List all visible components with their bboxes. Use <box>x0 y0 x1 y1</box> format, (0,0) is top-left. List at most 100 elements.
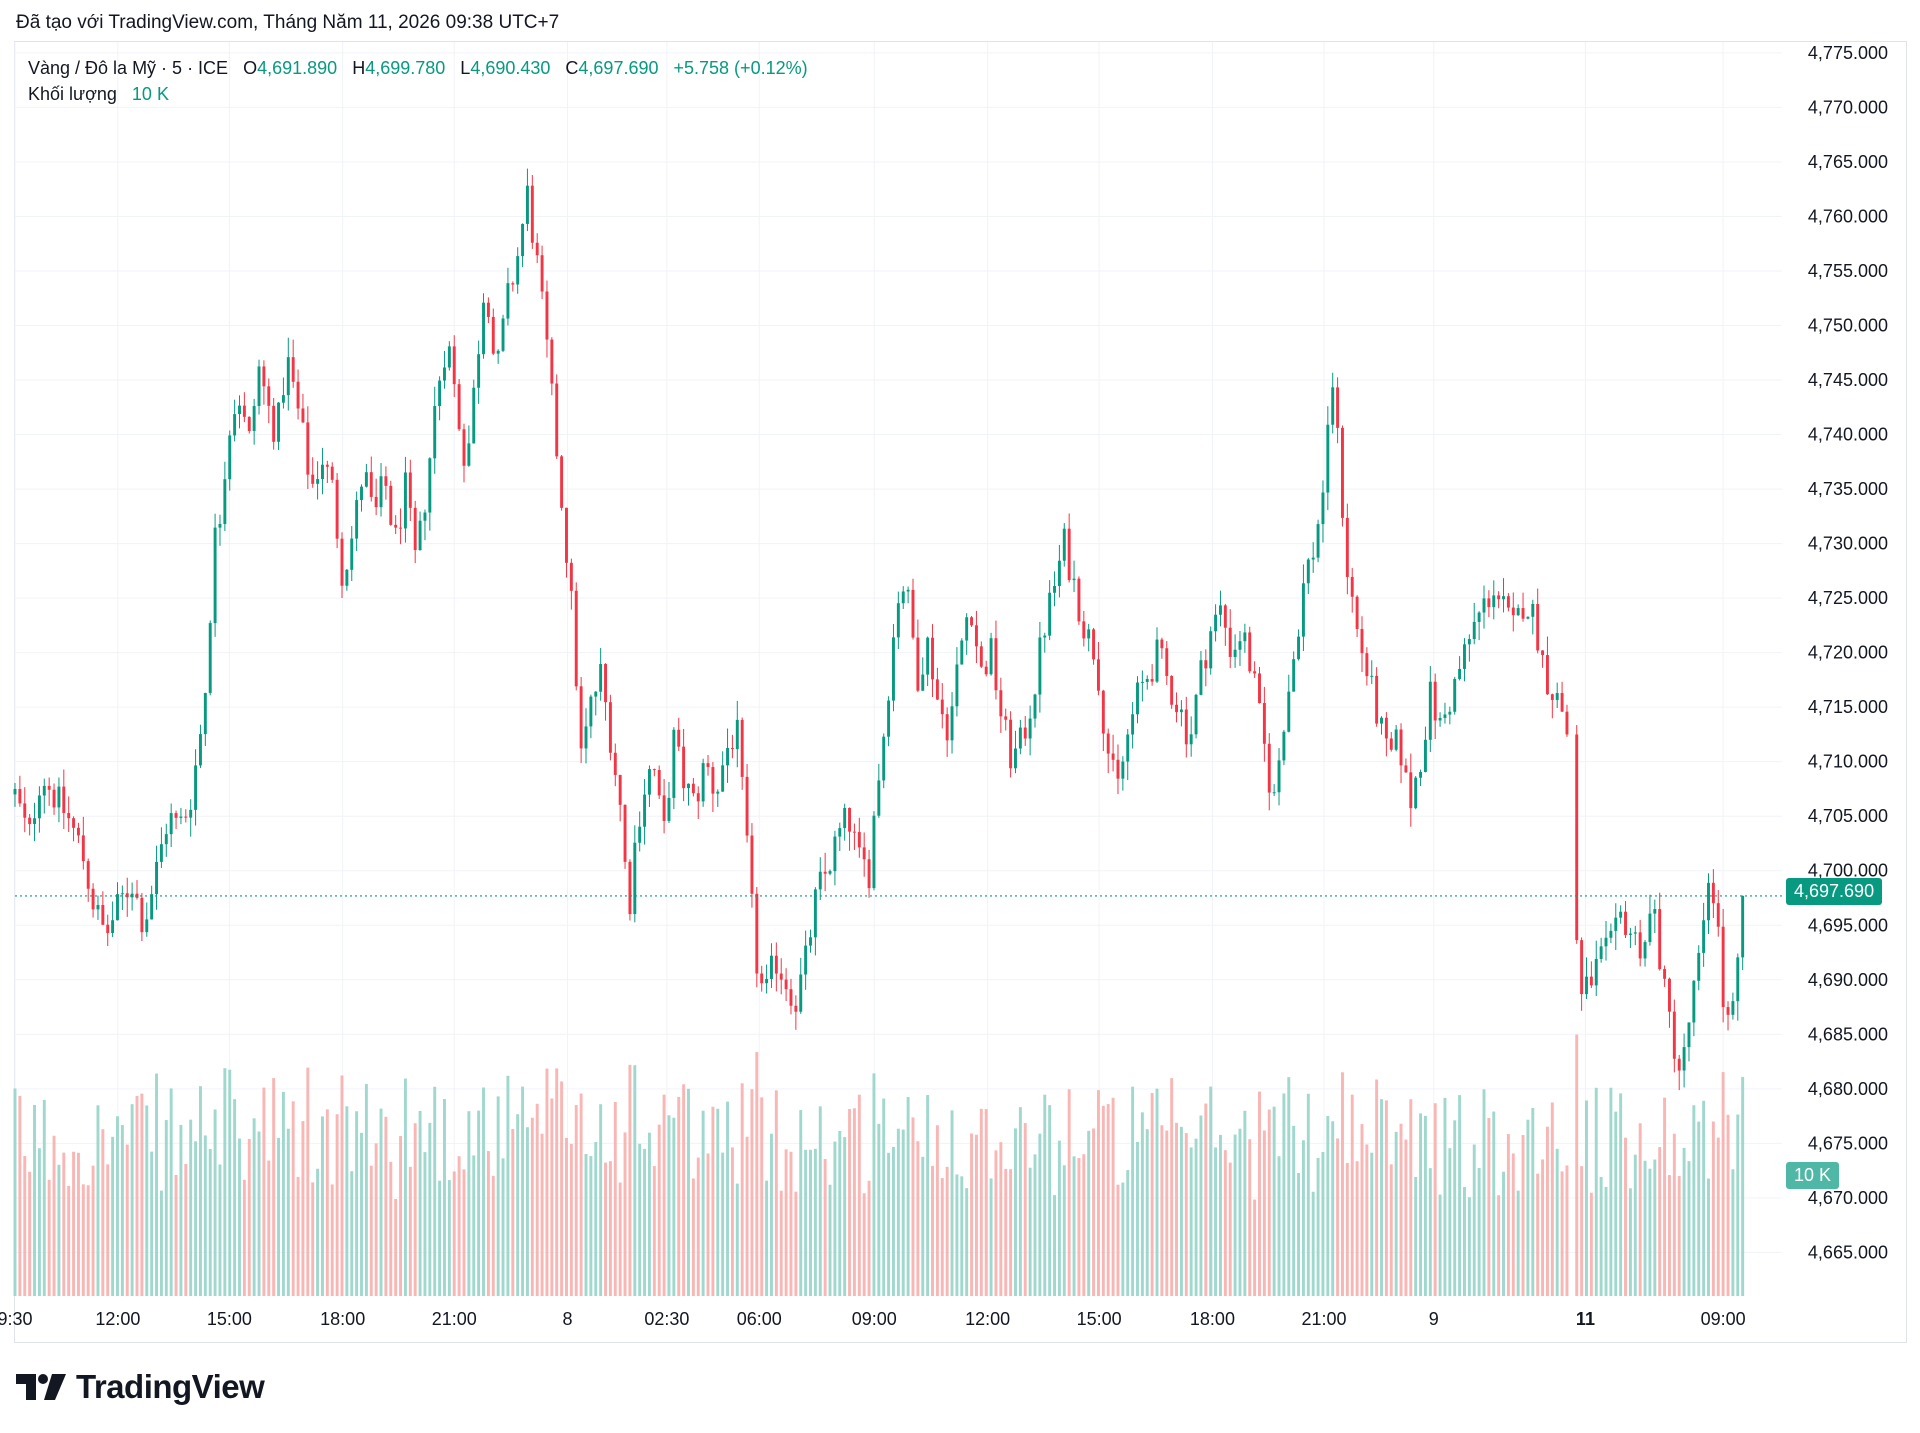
candle-body <box>267 386 271 406</box>
volume-bar <box>1023 1123 1027 1296</box>
volume-bar <box>696 1157 700 1296</box>
volume-bar <box>882 1098 886 1296</box>
volume-bar <box>1341 1072 1344 1296</box>
time-tick-label: 9:30 <box>0 1309 33 1329</box>
candle-body <box>711 767 715 794</box>
volume-bar <box>379 1108 383 1296</box>
candle-body <box>999 690 1003 717</box>
volume-bar <box>1292 1125 1296 1296</box>
time-tick-label: 18:00 <box>1190 1309 1235 1329</box>
volume-bar <box>823 1159 827 1296</box>
candle-body <box>1545 655 1549 695</box>
volume-bar <box>779 1190 783 1296</box>
volume-bar <box>1253 1199 1257 1296</box>
candle-body <box>1018 727 1022 749</box>
candle-body <box>413 507 417 551</box>
volume-bar <box>1121 1182 1125 1296</box>
legend-volume-label[interactable]: Khối lượng <box>28 84 117 104</box>
volume-bar <box>535 1103 539 1296</box>
price-tick-label: 4,745.000 <box>1808 370 1888 390</box>
tradingview-logo[interactable]: TradingView <box>16 1368 265 1406</box>
candle-body <box>1619 911 1623 918</box>
candle-body <box>1550 694 1554 700</box>
volume-bar <box>1521 1135 1525 1296</box>
volume-bar <box>1541 1159 1545 1296</box>
candle-body <box>1414 777 1418 809</box>
volume-bar <box>1175 1122 1178 1296</box>
candle-body <box>1258 673 1261 704</box>
legend-symbol[interactable]: Vàng / Đô la Mỹ · 5 · ICE <box>28 58 229 78</box>
volume-bar <box>1057 1140 1061 1296</box>
volume-bar <box>1633 1154 1637 1296</box>
volume-bar <box>579 1093 583 1296</box>
candle-body <box>833 836 837 872</box>
volume-bar <box>1589 1192 1593 1296</box>
volume-bar <box>750 1089 754 1296</box>
volume-bar <box>613 1101 617 1296</box>
candle-body <box>238 405 241 415</box>
volume-bar <box>1140 1112 1144 1296</box>
volume-bar <box>1004 1168 1008 1296</box>
candle-body <box>726 747 730 766</box>
volume-bar <box>179 1124 183 1296</box>
volume-tag: 10 K <box>1786 1162 1840 1189</box>
volume-bar <box>506 1075 510 1296</box>
candle-body <box>1199 660 1203 695</box>
volume-bar <box>296 1176 300 1296</box>
volume-bar <box>472 1155 476 1296</box>
candle-body <box>1428 681 1432 740</box>
candle-body <box>1521 608 1525 619</box>
candle-body <box>67 812 71 819</box>
candle-body <box>364 472 368 487</box>
volume-bar <box>374 1143 378 1296</box>
candle-body <box>1189 734 1193 745</box>
candle-body <box>823 871 827 874</box>
volume-bar <box>706 1153 710 1296</box>
candle-body <box>1697 952 1701 981</box>
candle-body <box>179 816 183 818</box>
price-tick-label: 4,710.000 <box>1808 752 1888 772</box>
volume-bar <box>1545 1126 1549 1296</box>
candle-body <box>1331 387 1335 425</box>
candle-body <box>765 978 769 984</box>
candle-body <box>1677 1058 1681 1071</box>
candle-body <box>13 788 17 795</box>
price-tick-label: 4,760.000 <box>1808 206 1888 226</box>
volume-bar <box>443 1099 446 1296</box>
candle-body <box>1487 598 1491 608</box>
candle-body <box>794 1005 798 1012</box>
candle-body <box>1448 711 1452 715</box>
volume-bar <box>1419 1113 1423 1296</box>
volume-bar <box>794 1191 798 1296</box>
volume-bar <box>28 1171 32 1296</box>
candle-body <box>613 752 617 775</box>
price-tick-label: 4,755.000 <box>1808 261 1888 281</box>
volume-bar <box>838 1130 842 1296</box>
volume-bar <box>1726 1114 1730 1296</box>
candle-body <box>111 920 115 934</box>
candle-body <box>1033 694 1037 719</box>
volume-bar <box>1619 1093 1623 1296</box>
candle-body <box>159 844 163 862</box>
candle-body <box>1311 557 1315 560</box>
price-tick-label: 4,675.000 <box>1808 1133 1888 1153</box>
tradingview-wordmark: TradingView <box>76 1368 265 1405</box>
candle-body <box>1223 605 1227 628</box>
candle-body <box>1624 911 1627 935</box>
volume-bar <box>955 1174 959 1296</box>
volume-bar <box>106 1164 110 1296</box>
candle-body <box>1160 639 1164 649</box>
volume-bar <box>1155 1088 1159 1296</box>
candle-body <box>247 416 251 431</box>
candle-body <box>1082 621 1086 639</box>
volume-bar <box>1453 1120 1457 1296</box>
candle-body <box>1580 940 1584 995</box>
candle-body <box>203 692 207 735</box>
volume-bar <box>267 1160 271 1296</box>
candle-body <box>672 729 676 798</box>
volume-bar <box>1536 1173 1540 1296</box>
volume-bar <box>589 1156 593 1296</box>
volume-bar <box>96 1105 100 1296</box>
volume-bar <box>989 1178 993 1296</box>
